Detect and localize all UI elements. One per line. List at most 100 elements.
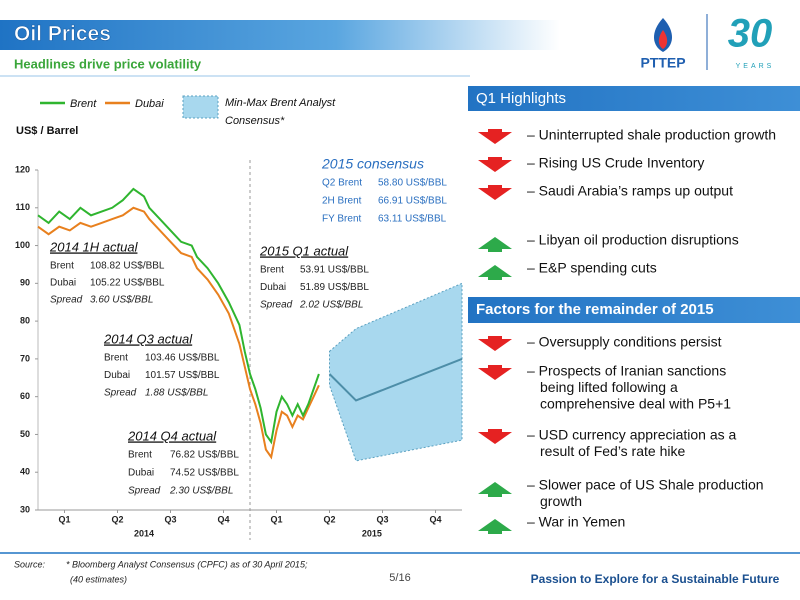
annotation-value: 103.46 US$/BBL [145, 353, 220, 364]
annotation-title: 2015 Q1 actual [259, 243, 349, 258]
annotation-value: 53.91 US$/BBL [300, 265, 369, 276]
annotation-key: Dubai [128, 468, 154, 479]
annotation-key: Spread [104, 388, 137, 399]
annotation-value: 3.60 US$/BBL [90, 295, 153, 306]
annotation-key: Brent [104, 353, 128, 364]
annotation-value: 76.82 US$/BBL [170, 450, 239, 461]
x-tick-label: Q3 [376, 514, 388, 524]
legend-label: Dubai [135, 98, 164, 110]
annotation-key: Spread [260, 300, 293, 311]
annotation-key: Dubai [260, 282, 286, 293]
logo-flame-inner [658, 30, 668, 49]
header-band [0, 20, 560, 50]
list-item: – Rising US Crude Inventory [527, 155, 704, 171]
list-item: being lifted following a [540, 379, 678, 395]
arrow-down [478, 157, 512, 172]
annotation-value: 51.89 US$/BBL [300, 282, 369, 293]
y-tick-label: 80 [20, 315, 30, 325]
legend-swatch [182, 95, 219, 119]
anniversary: 30 [728, 12, 773, 56]
slide-title: Oil Prices [14, 23, 111, 46]
page-number: 5/16 [389, 572, 410, 584]
list-item: comprehensive deal with P5+1 [540, 396, 731, 412]
list-item: – Slower pace of US Shale production [527, 477, 764, 493]
annotation-key: Spread [128, 486, 161, 497]
x-tick-label: Q1 [270, 514, 282, 524]
y-tick-label: 90 [20, 278, 30, 288]
list-item: – Saudi Arabia’s ramps up output [527, 183, 733, 199]
arrow-up [478, 237, 512, 252]
y-axis-label: US$ / Barrel [16, 125, 78, 137]
annotation-key: Dubai [50, 278, 76, 289]
legend-consensus-text: Min-Max Brent Analyst Consensus* [225, 97, 336, 127]
annotation-key: Brent [260, 265, 284, 276]
year-label: 2014 [134, 528, 154, 538]
y-tick-label: 120 [15, 164, 30, 174]
anniversary-word: YEARS [736, 63, 775, 70]
annotation-value: 2.02 US$/BBL [299, 300, 363, 311]
tagline: Passion to Explore for a Sustainable Fut… [531, 572, 780, 586]
price-line [37, 206, 320, 460]
list-item: – Uninterrupted shale production growth [527, 127, 776, 143]
list-item: – E&P spending cuts [527, 260, 657, 276]
consensus-band [329, 282, 463, 462]
x-tick-label: Q2 [323, 514, 335, 524]
list-item: result of Fed’s rate hike [540, 443, 685, 459]
arrow-up [478, 519, 512, 534]
arrow-down [478, 365, 512, 380]
factors-bar [468, 297, 800, 323]
logo-text: PTTEP [640, 55, 685, 71]
y-tick-label: 70 [20, 353, 30, 363]
y-tick-label: 60 [20, 391, 30, 401]
annotation-value: 101.57 US$/BBL [145, 370, 220, 381]
arrow-up [478, 265, 512, 280]
y-tick-label: 50 [20, 429, 30, 439]
consensus-median [328, 357, 463, 402]
annotation-key: 2H Brent [322, 196, 362, 207]
year-label: 2015 [362, 528, 382, 538]
highlights-title: Q1 Highlights [476, 90, 566, 107]
price-line [37, 187, 320, 445]
annotation-title: 2015 consensus [321, 156, 424, 172]
x-tick-label: Q4 [217, 514, 229, 524]
arrow-down [478, 129, 512, 144]
source-label: Source: [14, 559, 46, 569]
annotation-value: 63.11 US$/BBL [378, 214, 447, 225]
source: * Bloomberg Analyst Consensus (CPFC) as … [66, 559, 308, 569]
source-note: (40 estimates) [70, 574, 127, 584]
annotation-value: 58.80 US$/BBL [378, 178, 447, 189]
slide-subtitle: Headlines drive price volatility [14, 56, 202, 71]
highlights-bar [468, 86, 800, 111]
legend-consensus-label: Min-Max Brent Analyst Consensus* [225, 97, 336, 127]
annotation-key: Brent [128, 450, 152, 461]
y-tick-label: 110 [15, 202, 30, 212]
annotation-key: Spread [50, 295, 83, 306]
annotation-title: 2014 1H actual [49, 239, 139, 254]
x-tick-label: Q3 [164, 514, 176, 524]
arrow-down [478, 185, 512, 200]
annotation-value: 2.30 US$/BBL [169, 486, 233, 497]
annotation-value: 1.88 US$/BBL [145, 388, 208, 399]
factors-title: Factors for the remainder of 2015 [476, 301, 714, 318]
annotation-key: Brent [50, 261, 74, 272]
annotation-key: Q2 Brent [322, 178, 362, 189]
arrow-down [478, 429, 512, 444]
annotation-key: Dubai [104, 370, 130, 381]
annotation-title: 2014 Q4 actual [127, 428, 217, 443]
list-item: – USD currency appreciation as a [527, 427, 737, 443]
y-tick-label: 30 [20, 504, 30, 514]
annotation-title: 2014 Q3 actual [103, 331, 193, 346]
x-tick-label: Q1 [58, 514, 70, 524]
legend-label: Brent [70, 98, 97, 110]
list-item: – War in Yemen [527, 514, 625, 530]
list-item: – Prospects of Iranian sanctions [527, 363, 726, 379]
annotation-value: 105.22 US$/BBL [90, 278, 165, 289]
annotation-value: 66.91 US$/BBL [378, 196, 447, 207]
list-item: – Oversupply conditions persist [527, 334, 722, 350]
annotation-value: 108.82 US$/BBL [90, 261, 165, 272]
list-item: – Libyan oil production disruptions [527, 232, 739, 248]
x-tick-label: Q2 [111, 514, 123, 524]
arrow-down [478, 336, 512, 351]
arrow-up [478, 482, 512, 497]
